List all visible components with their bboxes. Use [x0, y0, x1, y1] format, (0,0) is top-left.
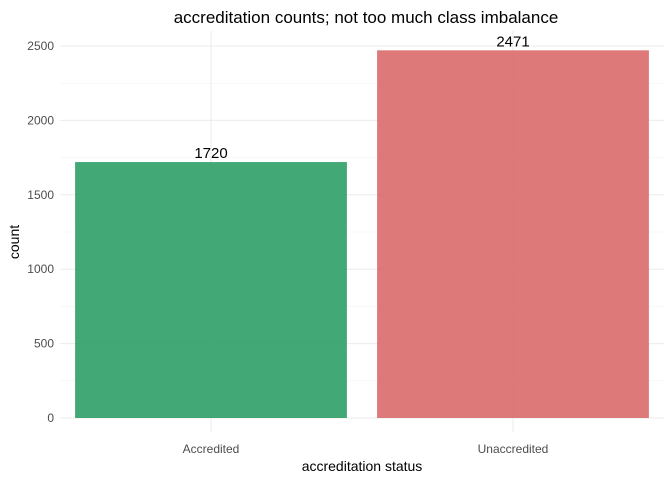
bar-value-label: 2471	[496, 33, 529, 50]
y-tick-label: 2500	[27, 39, 54, 53]
bar-value-label: 1720	[194, 145, 227, 162]
bars	[75, 50, 649, 418]
y-tick-label: 1000	[27, 262, 54, 276]
bar-accredited	[75, 162, 347, 418]
y-axis-label: count	[6, 225, 22, 259]
x-axis-label: accreditation status	[302, 458, 423, 474]
y-tick-label: 0	[47, 411, 54, 425]
x-axis-ticks: Accredited Unaccredited	[183, 442, 549, 456]
x-tick-label: Unaccredited	[478, 442, 549, 456]
chart-title: accreditation counts; not too much class…	[174, 8, 559, 27]
x-tick-label: Accredited	[183, 442, 240, 456]
y-tick-label: 500	[34, 337, 54, 351]
y-tick-label: 2000	[27, 113, 54, 127]
bar-unaccredited	[377, 50, 649, 418]
y-axis-ticks: 0 500 1000 1500 2000 2500	[27, 39, 54, 425]
y-tick-label: 1500	[27, 188, 54, 202]
